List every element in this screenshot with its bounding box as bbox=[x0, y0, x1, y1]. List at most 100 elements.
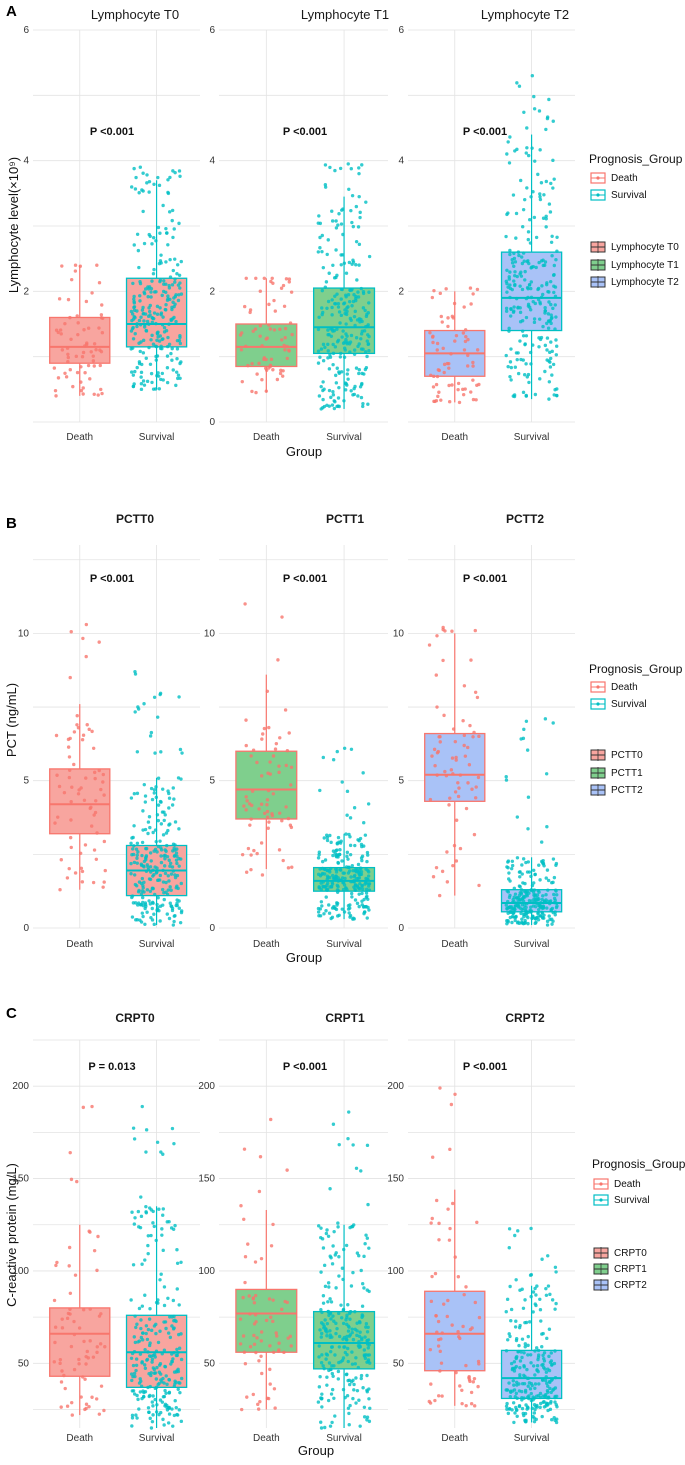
data-point bbox=[132, 860, 137, 865]
data-point bbox=[133, 187, 138, 191]
data-point bbox=[157, 339, 162, 343]
data-point bbox=[175, 263, 180, 267]
data-point bbox=[158, 919, 162, 923]
data-point bbox=[252, 848, 256, 853]
data-point bbox=[365, 859, 369, 864]
data-point bbox=[151, 830, 155, 835]
data-point bbox=[174, 858, 179, 862]
data-point bbox=[367, 254, 372, 259]
data-point bbox=[155, 312, 160, 316]
data-point bbox=[330, 1364, 334, 1368]
data-point bbox=[317, 1385, 322, 1389]
legend-label: PCTT0 bbox=[611, 750, 643, 761]
data-point bbox=[529, 362, 533, 366]
data-point bbox=[368, 1406, 372, 1410]
data-point bbox=[361, 347, 365, 351]
data-point bbox=[504, 309, 509, 313]
data-point bbox=[526, 302, 531, 307]
data-point bbox=[78, 851, 83, 855]
data-point bbox=[540, 1345, 544, 1349]
data-point bbox=[428, 331, 432, 335]
data-point bbox=[335, 327, 339, 331]
data-point bbox=[69, 818, 73, 822]
data-point bbox=[341, 232, 345, 237]
data-point bbox=[346, 162, 350, 166]
data-point bbox=[252, 1333, 256, 1338]
data-point bbox=[319, 384, 323, 389]
data-point bbox=[515, 357, 519, 362]
data-point bbox=[323, 183, 328, 187]
data-point bbox=[473, 796, 478, 800]
data-point bbox=[522, 915, 526, 919]
data-point bbox=[359, 337, 363, 341]
data-point bbox=[334, 877, 338, 881]
data-point bbox=[154, 1410, 159, 1414]
data-point bbox=[160, 1227, 164, 1231]
data-point bbox=[165, 1405, 169, 1410]
data-point bbox=[429, 373, 433, 378]
data-point bbox=[140, 1338, 145, 1342]
data-point bbox=[136, 248, 141, 253]
legend-swatch-dot bbox=[596, 702, 600, 706]
data-point bbox=[509, 365, 514, 370]
data-point bbox=[351, 224, 356, 229]
data-point bbox=[523, 1388, 528, 1393]
data-point bbox=[462, 348, 467, 352]
data-point bbox=[336, 1225, 340, 1229]
data-point bbox=[316, 327, 321, 332]
y-tick-label: 4 bbox=[23, 156, 29, 167]
data-point bbox=[359, 395, 364, 400]
data-point bbox=[135, 232, 140, 236]
x-tick-label-death: Death bbox=[253, 432, 280, 443]
data-point bbox=[327, 388, 332, 393]
data-point bbox=[366, 853, 370, 857]
data-point bbox=[346, 1359, 350, 1364]
data-point bbox=[141, 351, 146, 355]
data-point bbox=[430, 295, 435, 300]
data-point bbox=[139, 375, 143, 379]
data-point bbox=[329, 840, 333, 845]
data-point bbox=[169, 904, 173, 908]
data-point bbox=[517, 1389, 522, 1393]
data-point bbox=[329, 334, 334, 338]
data-point bbox=[431, 875, 436, 879]
data-point bbox=[545, 906, 549, 910]
data-point bbox=[347, 187, 351, 191]
panel-title: CRPT0 bbox=[115, 1011, 155, 1025]
data-point bbox=[135, 884, 139, 888]
data-point bbox=[266, 788, 271, 793]
data-point bbox=[359, 1376, 363, 1381]
data-point bbox=[460, 1388, 464, 1393]
data-point bbox=[175, 861, 179, 866]
data-point bbox=[271, 1350, 276, 1354]
data-point bbox=[542, 263, 547, 267]
data-point bbox=[453, 1092, 457, 1097]
data-point bbox=[332, 406, 337, 411]
data-point bbox=[154, 1238, 158, 1243]
data-point bbox=[544, 1293, 549, 1297]
data-point bbox=[522, 1381, 527, 1386]
data-point bbox=[538, 903, 542, 908]
data-point bbox=[533, 893, 537, 897]
data-point bbox=[286, 816, 291, 821]
data-point bbox=[322, 1366, 326, 1371]
data-point bbox=[554, 1403, 558, 1407]
data-point bbox=[240, 331, 244, 335]
data-point bbox=[513, 918, 517, 923]
data-point bbox=[333, 400, 337, 404]
data-point bbox=[92, 770, 97, 775]
data-point bbox=[355, 901, 360, 906]
data-point bbox=[545, 1336, 549, 1341]
data-point bbox=[268, 772, 273, 776]
legend-label: PCTT1 bbox=[611, 768, 643, 779]
data-point bbox=[140, 308, 145, 312]
data-point bbox=[154, 795, 159, 800]
data-point bbox=[505, 268, 509, 272]
data-point bbox=[508, 252, 512, 257]
data-point bbox=[158, 231, 162, 235]
data-point bbox=[260, 344, 264, 348]
data-point bbox=[148, 313, 152, 317]
data-point bbox=[167, 210, 172, 214]
data-point bbox=[74, 354, 79, 359]
